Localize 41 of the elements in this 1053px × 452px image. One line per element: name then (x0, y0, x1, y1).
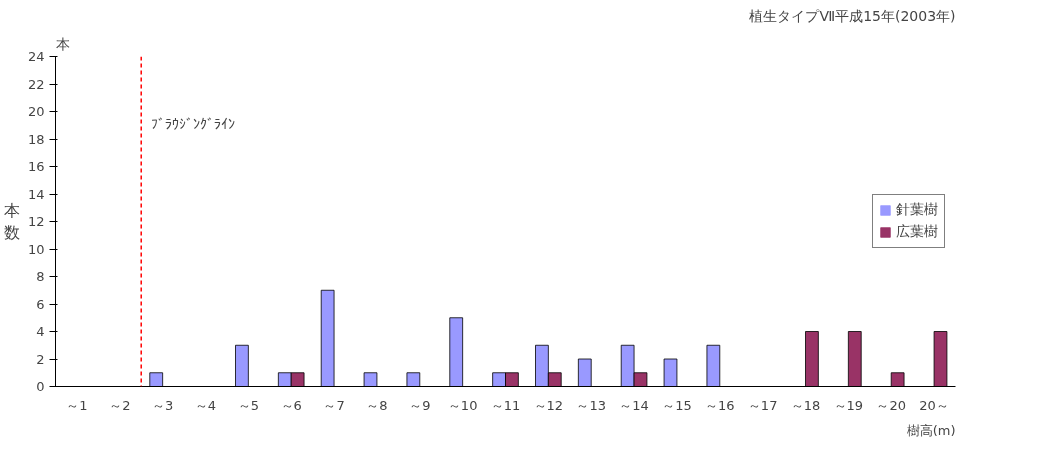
x-tick-label: ～17 (747, 397, 778, 413)
x-tick-label: ～13 (576, 397, 606, 413)
x-tick-label: ～10 (447, 397, 478, 413)
y-tick-label: 14 (27, 186, 45, 202)
x-tick-label: ～19 (833, 397, 864, 413)
legend-label: 広葉樹 (896, 223, 938, 241)
x-tick-label: ～5 (237, 397, 259, 413)
x-tick-label: ～20 (876, 397, 906, 413)
x-tick-label: ～1 (66, 397, 88, 413)
y-tick-label: 0 (36, 379, 45, 394)
y-tick-label: 4 (36, 324, 45, 339)
x-tick-label: ～4 (194, 397, 217, 413)
y-tick-label: 6 (36, 296, 45, 312)
x-tick-label: ～7 (323, 397, 345, 413)
x-tick-label: ～2 (109, 397, 131, 413)
x-tick-label: ～8 (366, 397, 388, 413)
x-tick-label: ～11 (490, 397, 521, 413)
y-tick-label: 12 (27, 214, 45, 229)
x-tick-label: ～3 (152, 397, 174, 413)
x-tick-label: ～9 (409, 397, 431, 413)
x-tick-label: 20～ (919, 397, 949, 413)
y-tick-label: 2 (36, 351, 45, 367)
x-tick-label: ～18 (790, 397, 821, 413)
x-axis-title: 樹高(m) (906, 422, 956, 438)
y-tick-label: 8 (36, 269, 45, 284)
chart-title: 植生タイプⅦ平成15年(2003年) (749, 7, 956, 24)
y-tick-label: 24 (27, 49, 45, 64)
x-tick-label: ～6 (280, 397, 302, 413)
x-tick-label: ～14 (619, 397, 649, 413)
y-tick-label: 18 (27, 131, 45, 147)
y-axis-title: 本数 (3, 200, 20, 243)
ref-line-label: ﾌﾞﾗｳｼﾞﾝｸﾞﾗｲﾝ (151, 115, 236, 132)
x-tick-label: ～15 (662, 397, 692, 413)
x-tick-label: ～12 (533, 397, 564, 413)
y-tick-label: 16 (27, 159, 45, 174)
x-tick-label: ～16 (705, 397, 735, 413)
y-tick-label: 22 (27, 76, 45, 92)
y-tick-label: 20 (27, 104, 45, 119)
text: 本 (55, 35, 70, 52)
legend-label: 針葉樹 (896, 201, 938, 219)
y-tick-label: 10 (27, 241, 45, 257)
